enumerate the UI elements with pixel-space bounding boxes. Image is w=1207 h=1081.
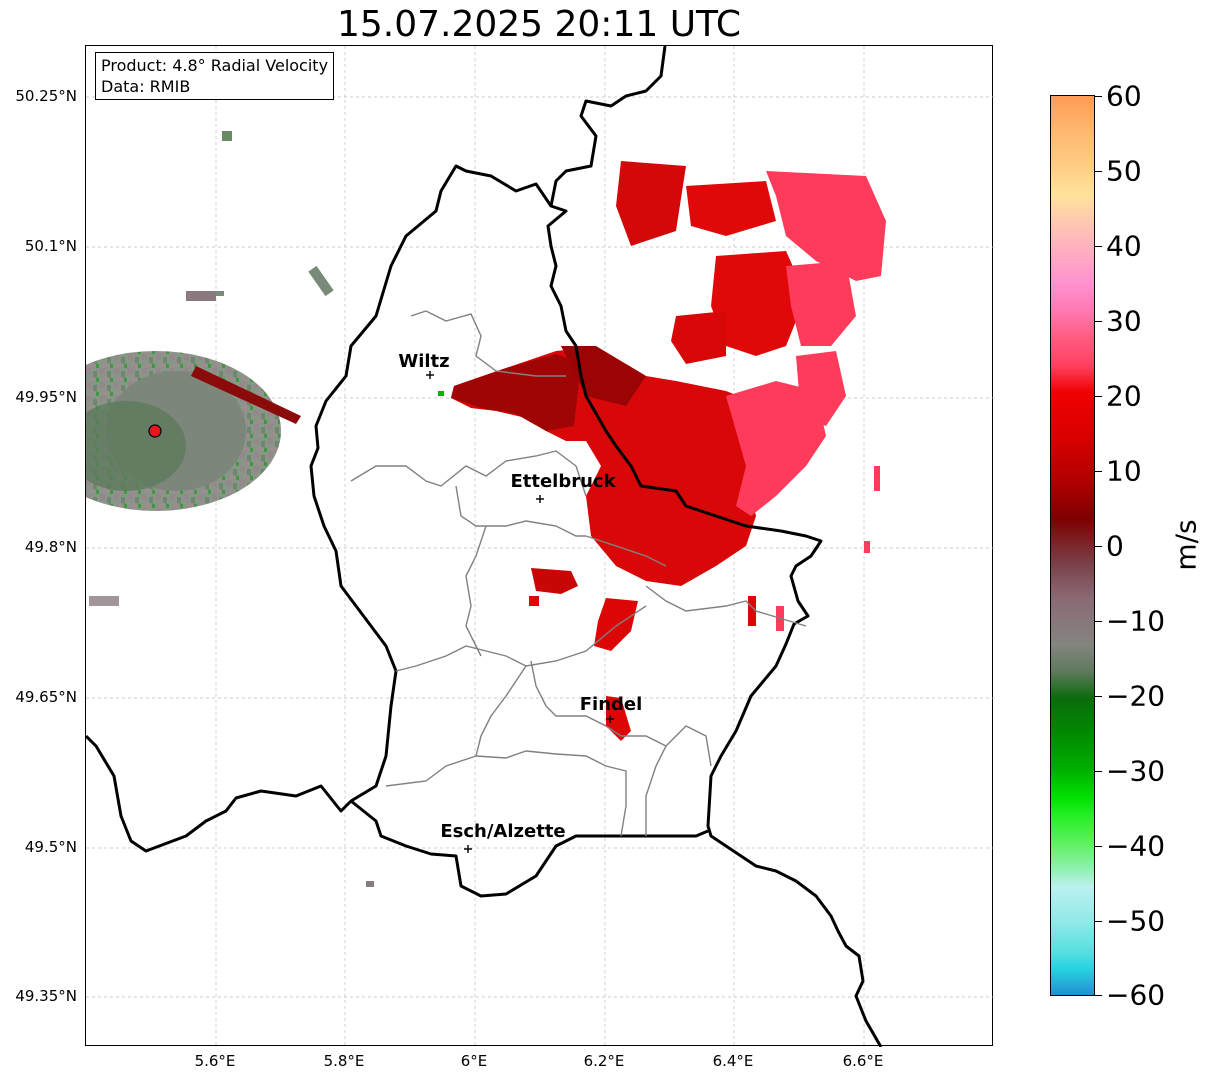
radar-clutter-west <box>86 131 374 887</box>
colorbar-tick-label: −10 <box>1106 604 1166 638</box>
colorbar-tick <box>1095 621 1102 622</box>
colorbar-tick <box>1095 846 1102 847</box>
city-label-wiltz: Wiltz <box>398 351 450 372</box>
country-border-france <box>350 799 709 898</box>
colorbar-tick <box>1095 921 1102 922</box>
colorbar-tick-label: −40 <box>1106 829 1166 863</box>
colorbar-tick-label: 60 <box>1106 79 1142 113</box>
lat-tick-label: 50.25°N <box>15 87 77 105</box>
map-frame[interactable] <box>85 45 994 1047</box>
admin-borders <box>350 310 807 837</box>
info-box: Product: 4.8° Radial Velocity Data: RMIB <box>95 52 335 100</box>
colorbar-tick <box>1095 546 1102 547</box>
colorbar-tick <box>1095 171 1102 172</box>
lon-tick-label: 6.4°E <box>712 1052 754 1070</box>
lat-tick-label: 49.65°N <box>15 688 77 706</box>
radar-map <box>86 46 994 1047</box>
country-border <box>546 46 883 1047</box>
colorbar-tick <box>1095 246 1102 247</box>
map-title: 15.07.2025 20:11 UTC <box>336 4 742 45</box>
info-data-source: Data: RMIB <box>101 77 191 96</box>
colorbar-tick <box>1095 471 1102 472</box>
colorbar-unit-label: m/s <box>1169 519 1203 571</box>
city-markers <box>426 371 614 853</box>
colorbar-tick <box>1095 321 1102 322</box>
colorbar-tick <box>1095 771 1102 772</box>
info-product: Product: 4.8° Radial Velocity <box>101 56 329 75</box>
colorbar-tick-label: −20 <box>1106 679 1166 713</box>
lon-tick-label: 6.6°E <box>842 1052 884 1070</box>
city-label-esch-alzette: Esch/Alzette <box>440 821 566 842</box>
colorbar-tick-label: 20 <box>1106 379 1142 413</box>
city-label-findel: Findel <box>579 694 643 715</box>
colorbar-tick <box>1095 995 1102 996</box>
lat-tick-label: 49.35°N <box>15 987 77 1005</box>
lon-tick-label: 6.2°E <box>583 1052 625 1070</box>
colorbar-tick-label: 50 <box>1106 154 1142 188</box>
colorbar-tick-label: 10 <box>1106 454 1142 488</box>
radar-site-marker <box>148 424 162 438</box>
radar-echo-main <box>438 161 886 741</box>
lat-tick-label: 50.1°N <box>24 237 77 255</box>
colorbar-tick-label: −30 <box>1106 754 1166 788</box>
colorbar <box>1050 95 1095 996</box>
lat-tick-label: 49.8°N <box>24 538 77 556</box>
colorbar-tick-label: −60 <box>1106 978 1166 1012</box>
city-label-ettelbruck: Ettelbruck <box>510 471 616 492</box>
lat-tick-label: 49.95°N <box>15 388 77 406</box>
colorbar-tick-label: 40 <box>1106 229 1142 263</box>
lon-tick-label: 5.6°E <box>194 1052 236 1070</box>
colorbar-tick <box>1095 696 1102 697</box>
colorbar-tick-label: 0 <box>1106 529 1124 563</box>
colorbar-tick-label: 30 <box>1106 304 1142 338</box>
colorbar-tick <box>1095 96 1102 97</box>
lon-tick-label: 6°E <box>460 1052 488 1070</box>
colorbar-tick-label: −50 <box>1106 904 1166 938</box>
lat-tick-label: 49.5°N <box>24 838 77 856</box>
colorbar-tick <box>1095 396 1102 397</box>
lon-tick-label: 5.8°E <box>323 1052 365 1070</box>
country-border-belgium <box>86 164 553 853</box>
